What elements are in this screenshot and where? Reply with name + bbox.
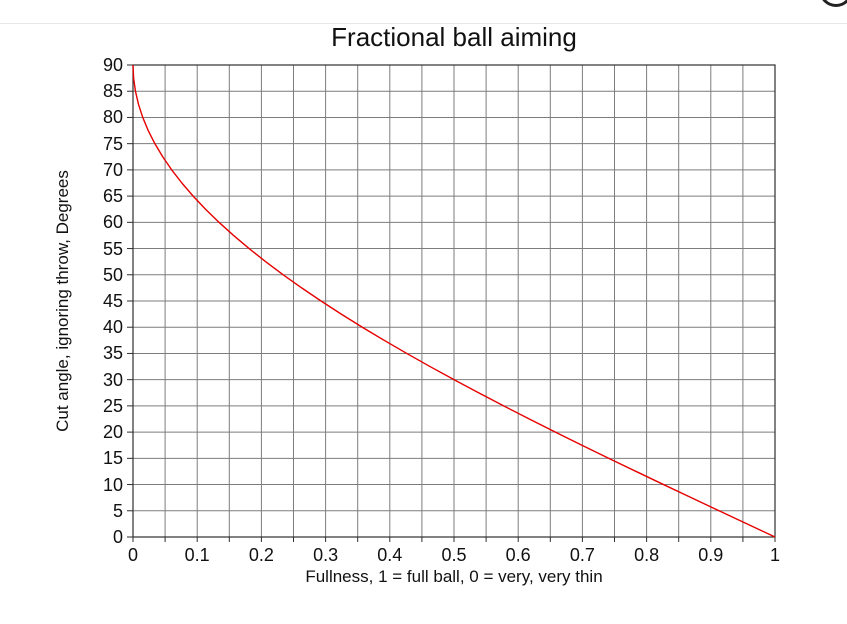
y-tick-label: 85 [102, 81, 123, 102]
y-tick-label: 40 [102, 317, 123, 338]
y-tick-label: 75 [102, 133, 123, 154]
x-tick-label: 0.1 [184, 545, 210, 565]
y-axis-label: Cut angle, ignoring throw, Degrees [53, 170, 72, 432]
y-tick-label: 20 [102, 422, 123, 443]
y-tick-label: 25 [102, 395, 123, 416]
x-tick-label: 1 [769, 545, 780, 565]
y-tick-label: 70 [102, 159, 123, 180]
y-tick-label: 35 [102, 343, 123, 364]
y-tick-label: 50 [102, 264, 123, 285]
y-tick-label: 45 [102, 291, 123, 311]
y-tick-label: 80 [102, 107, 123, 128]
partial-circle-icon[interactable] [819, 0, 847, 7]
chart-title: Fractional ball aiming [331, 22, 577, 52]
x-tick-label: 0.6 [505, 545, 531, 565]
y-tick-label: 10 [102, 474, 123, 495]
y-tick-label: 55 [102, 238, 123, 259]
data-curve [132, 64, 776, 538]
y-tick-label: 15 [102, 448, 123, 469]
x-tick-label: 0.8 [634, 545, 660, 565]
x-tick-label: 0.4 [377, 545, 403, 565]
y-tick-label: 60 [102, 212, 123, 233]
x-tick-label: 0 [127, 545, 138, 565]
plot-canvas [127, 64, 776, 542]
y-tick-label: 30 [102, 369, 123, 390]
y-tick-label: 90 [102, 55, 123, 75]
x-axis-label: Fullness, 1 = full ball, 0 = very, very … [305, 567, 603, 586]
y-tick-label: 5 [112, 500, 123, 521]
x-tick-label: 0.9 [698, 545, 724, 565]
y-tick-label: 65 [102, 186, 123, 207]
x-tick-label: 0.5 [441, 545, 467, 565]
x-tick-label: 0.3 [313, 545, 339, 565]
top-divider-line [0, 23, 847, 24]
y-tick-label: 0 [112, 527, 123, 547]
x-tick-label: 0.2 [248, 545, 274, 565]
x-tick-label: 0.7 [569, 545, 595, 565]
